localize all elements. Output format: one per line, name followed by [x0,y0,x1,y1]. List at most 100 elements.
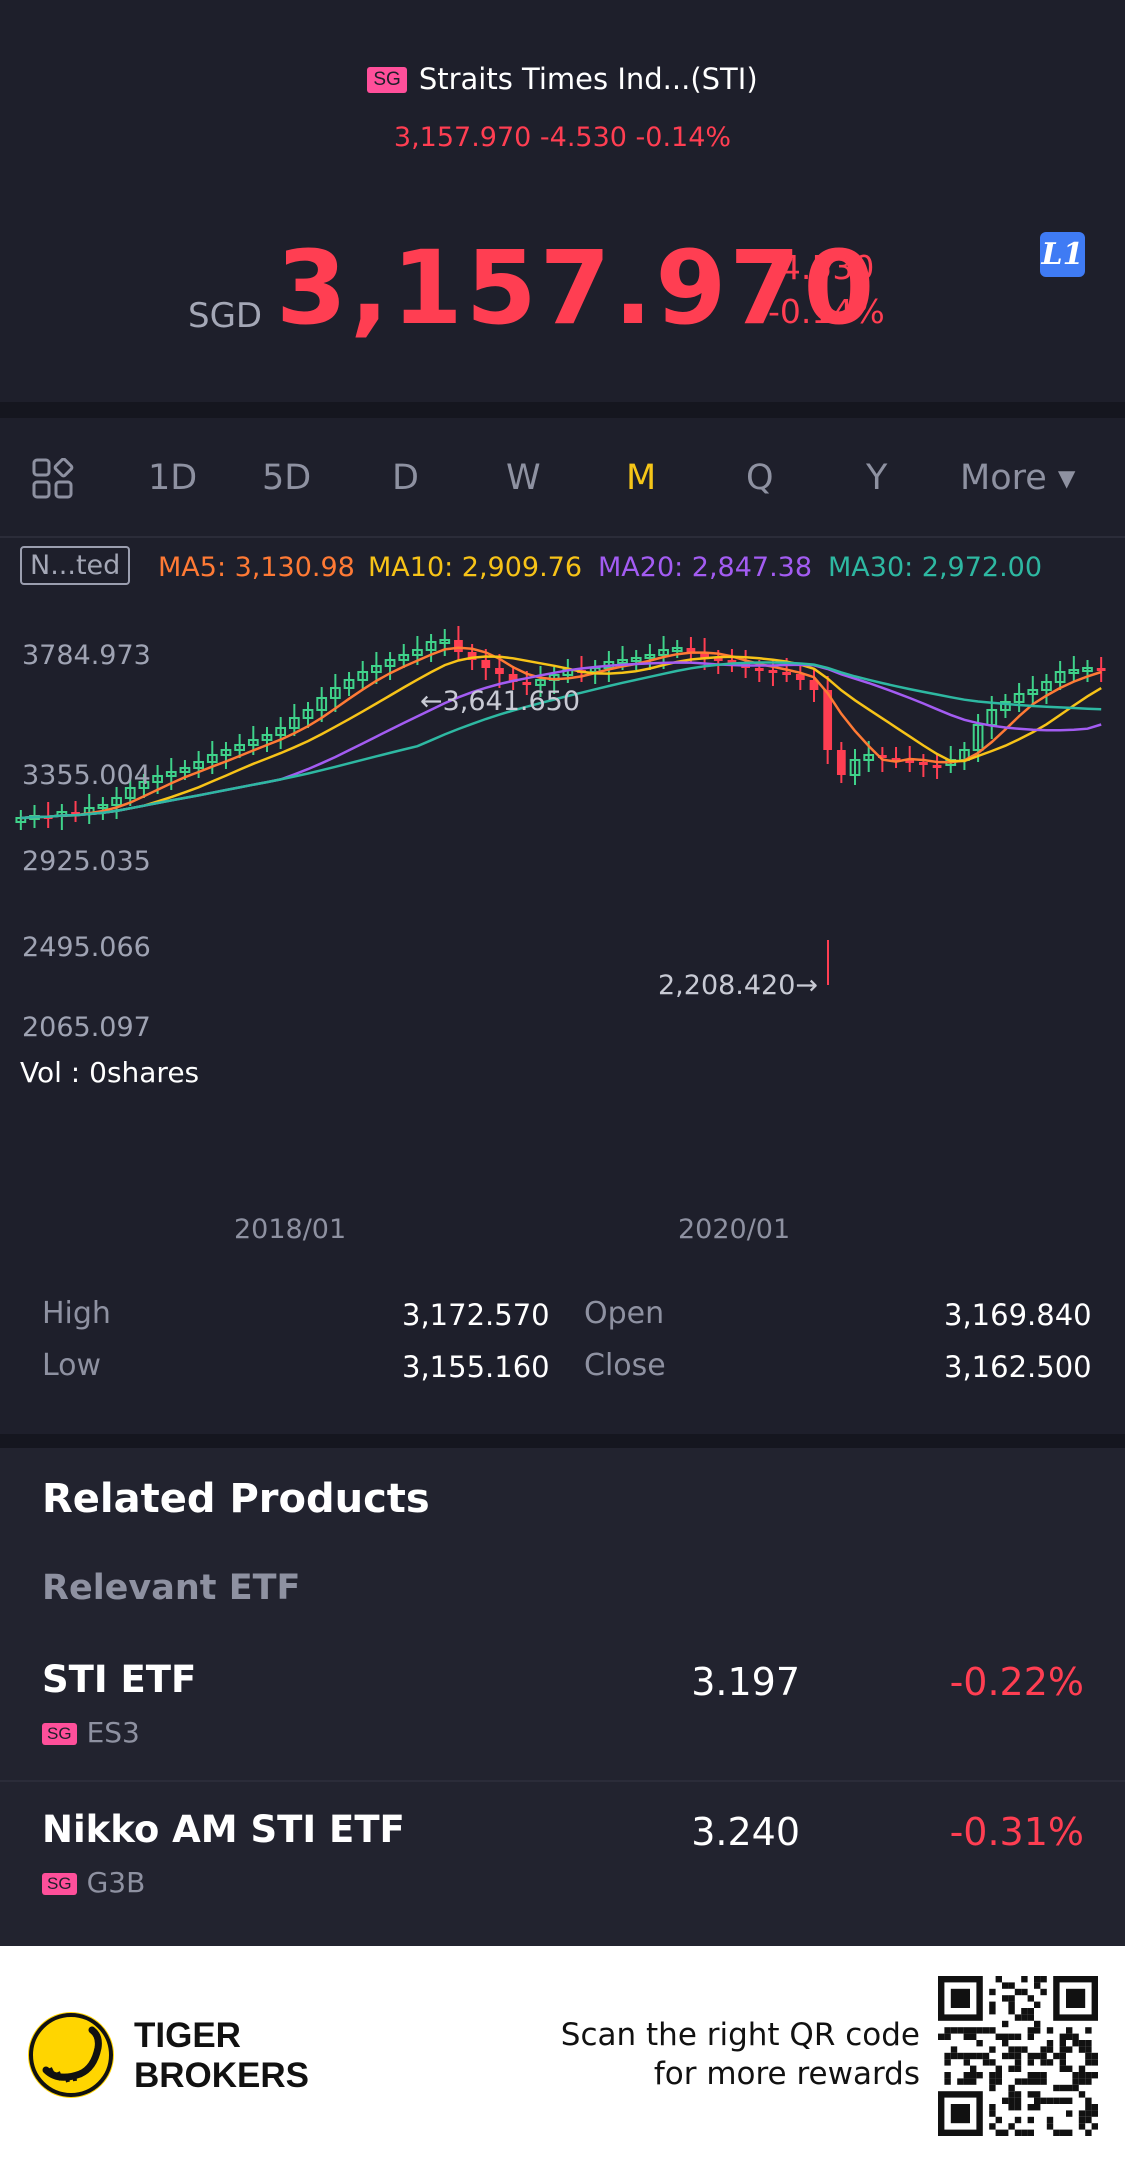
candle-body [1013,693,1025,703]
candle-body [220,749,232,756]
candle-body [795,674,805,680]
etf-code: SG ES3 [42,1716,140,1749]
low-value: 3,155.160 [402,1350,550,1384]
candle-body [179,767,191,773]
tab-more[interactable]: More ▾ [960,458,1076,498]
price-change: -4.530 [768,248,875,287]
related-products-title: Related Products [42,1476,430,1522]
high-annotation: ←3,641.650 [420,686,581,717]
y-tick-label: 2495.066 [22,932,151,963]
tabs-divider [0,536,1125,538]
candle-body [398,654,410,661]
candle-body [1096,668,1106,671]
candle-body [454,640,463,652]
candle-body [412,649,423,656]
layout-grid-icon[interactable] [32,458,74,500]
candle-body [1000,701,1011,711]
candle-body [671,647,683,652]
ma10-line [20,655,1102,820]
candle-body [316,697,328,711]
candle-body [809,680,819,690]
etf-name: STI ETF [42,1658,197,1701]
candle-body [138,781,150,789]
volume-label: Vol : 0shares [20,1056,200,1089]
open-label: Open [584,1296,665,1331]
y-tick-label: 3355.004 [22,760,151,791]
candle-body [357,671,369,681]
candle-body [288,717,300,729]
candle-body [247,739,259,746]
section-divider [0,402,1125,418]
candle-body [713,658,723,661]
candle-body [836,750,846,775]
tab-y[interactable]: Y [866,458,888,498]
tab-1d[interactable]: 1D [148,458,198,498]
candle-body [234,744,246,751]
indicator-selector[interactable]: N...ted [20,546,131,585]
low-annotation: 2,208.420→ [658,970,819,1001]
tab-m[interactable]: M [626,458,657,498]
candle-body [206,754,218,763]
y-tick-label: 2065.097 [22,1012,151,1043]
candle-body [439,639,451,644]
etf-price: 3.197 [691,1660,800,1704]
last-price: 3,157.970 [276,229,878,348]
close-value: 3,162.500 [944,1350,1092,1384]
ma5-value: MA5: 3,130.98 [158,552,355,583]
section-divider [0,1434,1125,1450]
candle-body [768,670,778,673]
currency-label: SGD [188,296,263,336]
candle-body [891,758,901,761]
candle-body [481,660,491,668]
page-title: SG Straits Times Ind...(STI) [0,62,1125,96]
high-value: 3,172.570 [402,1298,550,1332]
candle-body [972,724,984,751]
candle-body [630,657,642,662]
related-products-panel [0,1448,1125,1946]
candle-body [919,762,928,765]
qr-code-icon [938,1976,1098,2136]
candle-body [193,761,204,769]
level-badge-icon[interactable]: L1 [1040,232,1085,277]
price-subline: 3,157.970 -4.530 -0.14% [393,122,732,153]
etf-row-nikko[interactable] [0,1784,1125,1924]
candle-body [97,804,109,809]
candle-body [329,687,341,699]
tab-q[interactable]: Q [746,458,774,498]
low-label: Low [42,1348,102,1383]
candle-body [343,679,355,689]
x-tick-label: 2018/01 [234,1214,347,1245]
candle-body [425,641,437,651]
candle-body [644,654,656,659]
candle-body [782,672,792,675]
etf-name: Nikko AM STI ETF [42,1808,405,1851]
candle-body [658,649,669,656]
promo-footer [0,1946,1125,2164]
market-badge: SG [42,1723,77,1745]
ma5-line [20,646,1102,820]
market-badge: SG [367,67,407,93]
candle-body [495,668,504,674]
etf-price: 3.240 [691,1810,800,1854]
ma20-value: MA20: 2,847.38 [598,552,813,583]
tab-d[interactable]: D [392,458,419,498]
candle-body [165,771,177,777]
open-value: 3,169.840 [944,1298,1092,1332]
candle-body [467,652,477,660]
y-tick-label: 3784.973 [22,640,151,671]
tab-w[interactable]: W [506,458,541,498]
candlestick-chart[interactable] [0,600,1125,1040]
candle-body [823,690,833,750]
ma30-line [20,661,1102,820]
candle-body [508,674,518,682]
moving-average-lines [20,646,1102,820]
brand-name: TIGER BROKERS [134,2016,310,2095]
candle-body [275,727,287,736]
candle-body [111,797,122,806]
candle-body [261,734,273,741]
price-change-percent: -0.14% [768,292,885,331]
candle-body [617,659,628,664]
candle-body [152,775,163,783]
tab-5d[interactable]: 5D [262,458,312,498]
instrument-name: Straits Times Ind...(STI) [418,62,758,96]
